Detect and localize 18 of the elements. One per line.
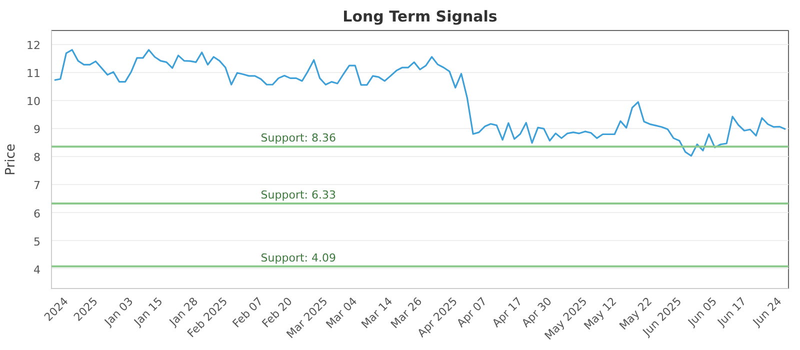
y-tick-label: 7 — [34, 179, 40, 192]
y-tick-label: 9 — [34, 123, 40, 136]
y-tick-label: 6 — [34, 207, 40, 220]
ref-line-label: Support: 6.33 — [260, 188, 336, 202]
y-tick-label: 4 — [34, 263, 40, 276]
y-tick-label: 10 — [26, 95, 41, 108]
ref-line-label: Support: 4.09 — [260, 251, 336, 264]
y-axis-title: Price — [4, 144, 19, 176]
y-tick-label: 5 — [34, 235, 40, 248]
line-series — [54, 49, 786, 157]
y-tick-label: 8 — [34, 151, 40, 164]
x-tick-label: Jun 24 — [750, 294, 784, 330]
y-tick-label: 11 — [26, 67, 41, 80]
ref-line-label: Support: 8.36 — [260, 132, 336, 145]
x-tick-label: Jan 15 — [130, 294, 166, 330]
y-tick-label: 12 — [26, 39, 41, 52]
chart-title: Long Term Signals — [342, 8, 498, 26]
x-tick-label: Jun 05 — [684, 294, 720, 330]
